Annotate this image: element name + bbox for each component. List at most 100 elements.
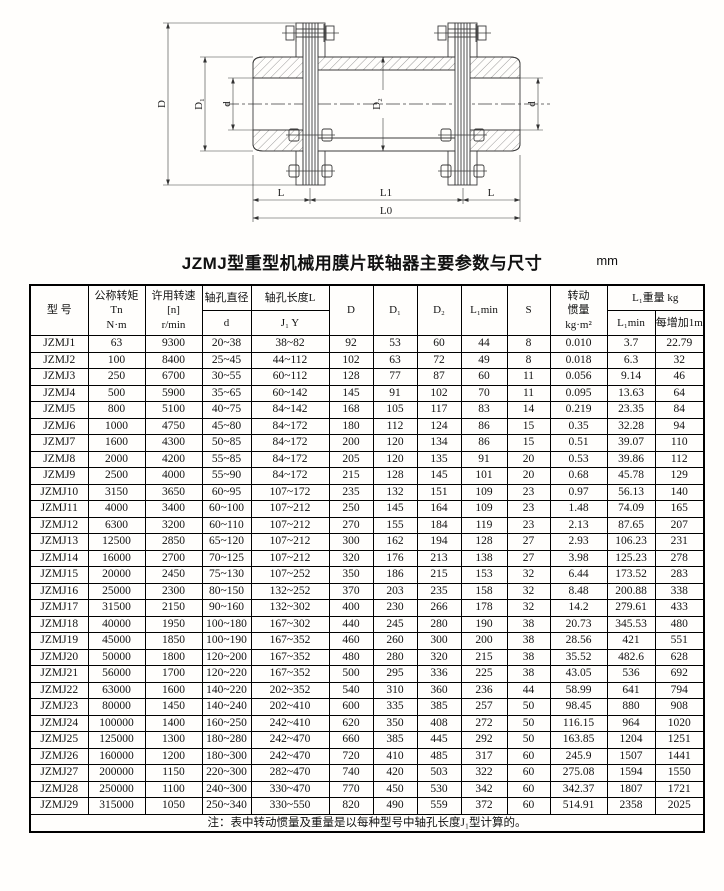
table-cell: 385 — [416, 698, 462, 716]
table-cell: 64 — [654, 384, 705, 402]
table-cell: 165 — [654, 500, 705, 518]
table-cell: 45.78 — [606, 467, 656, 485]
table-cell: 120 — [372, 450, 418, 468]
table-cell: 160~250 — [201, 714, 252, 732]
table-cell: 421 — [606, 632, 656, 650]
table-cell: 559 — [416, 797, 462, 815]
table-cell: JZMJ21 — [29, 665, 89, 683]
table-cell: 2450 — [144, 566, 203, 584]
table-cell: 107~212 — [250, 533, 330, 551]
table-cell: 3200 — [144, 516, 203, 534]
table-cell: JZMJ18 — [29, 615, 89, 633]
table-row: JZMJ21 56000 1700 120~220 167~352 500 295 336 22… — [29, 665, 705, 683]
table-cell: 2500 — [87, 467, 146, 485]
table-cell: 336 — [416, 665, 462, 683]
table-cell: 1600 — [87, 434, 146, 452]
table-cell: 16000 — [87, 549, 146, 567]
table-cell: 242~410 — [250, 714, 330, 732]
table-row: JZMJ15 20000 2450 75~130 107~252 350 186 215 153… — [29, 566, 705, 584]
table-cell: 236 — [460, 681, 508, 699]
table-cell: 245.9 — [549, 747, 608, 765]
table-cell: 1000 — [87, 417, 146, 435]
dim-label-d-right: d — [526, 101, 538, 107]
table-cell: 140 — [654, 483, 705, 501]
table-cell: JZMJ20 — [29, 648, 89, 666]
table-cell: 4300 — [144, 434, 203, 452]
table-cell: 540 — [328, 681, 374, 699]
table-cell: JZMJ27 — [29, 764, 89, 782]
table-cell: 28.56 — [549, 632, 608, 650]
table-cell: 6700 — [144, 368, 203, 386]
table-cell: 280 — [372, 648, 418, 666]
table-note: 注：表中转动惯量及重量是以每种型号中轴孔长度J₁型计算的。 — [29, 813, 705, 833]
table-cell: 184 — [416, 516, 462, 534]
col-header-bore-len-sub: J₁ Y — [250, 310, 330, 336]
table-cell: 180~280 — [201, 731, 252, 749]
table-cell: 20~38 — [201, 335, 252, 353]
table-cell: 44~112 — [250, 351, 330, 369]
table-cell: 86 — [460, 434, 508, 452]
table-cell: 235 — [328, 483, 374, 501]
table-cell: 167~352 — [250, 632, 330, 650]
table-cell: 0.51 — [549, 434, 608, 452]
table-cell: 8.48 — [549, 582, 608, 600]
col-header-bore-dia: 轴孔直径 — [201, 284, 252, 311]
table-cell: 106.23 — [606, 533, 656, 551]
table-cell: 360 — [416, 681, 462, 699]
table-cell: 740 — [328, 764, 374, 782]
table-cell: 15 — [506, 434, 551, 452]
table-cell: 266 — [416, 599, 462, 617]
table-cell: 408 — [416, 714, 462, 732]
table-cell: 660 — [328, 731, 374, 749]
table-cell: 119 — [460, 516, 508, 534]
table-cell: 25000 — [87, 582, 146, 600]
dim-label-L1: L1 — [380, 187, 392, 199]
table-cell: 107~252 — [250, 566, 330, 584]
table-cell: 84~142 — [250, 401, 330, 419]
table-cell: 0.53 — [549, 450, 608, 468]
table-cell: 138 — [460, 549, 508, 567]
table-row: JZMJ11 4000 3400 60~100 107~212 250 145 164 109 2… — [29, 500, 705, 518]
table-cell: 20 — [506, 467, 551, 485]
table-cell: 32 — [654, 351, 705, 369]
table-cell: 107~212 — [250, 516, 330, 534]
col-header-D: D — [328, 284, 374, 336]
table-cell: 500 — [87, 384, 146, 402]
table-cell: 4000 — [144, 467, 203, 485]
table-row: JZMJ9 2500 4000 55~90 84~172 215 128 145 101 20 0.… — [29, 467, 705, 485]
table-cell: 63 — [87, 335, 146, 353]
table-cell: JZMJ4 — [29, 384, 89, 402]
table-cell: 145 — [416, 467, 462, 485]
table-cell: 207 — [654, 516, 705, 534]
table-cell: JZMJ3 — [29, 368, 89, 386]
table-cell: 300 — [328, 533, 374, 551]
table-cell: 1050 — [144, 797, 203, 815]
table-row: JZMJ10 3150 3650 60~95 107~172 235 132 151 109 23… — [29, 483, 705, 501]
table-cell: 72 — [416, 351, 462, 369]
table-cell: 242~470 — [250, 731, 330, 749]
table-cell: 50 — [506, 714, 551, 732]
table-cell: 9.14 — [606, 368, 656, 386]
table-cell: 320 — [328, 549, 374, 567]
table-cell: 350 — [328, 566, 374, 584]
table-row: JZMJ8 2000 4200 55~85 84~172 205 120 135 91 20 0.5… — [29, 450, 705, 468]
table-cell: 50 — [506, 731, 551, 749]
table-cell: 215 — [460, 648, 508, 666]
table-cell: 1300 — [144, 731, 203, 749]
table-cell: 50~85 — [201, 434, 252, 452]
table-cell: 14 — [506, 401, 551, 419]
table-cell: 5900 — [144, 384, 203, 402]
table-row: JZMJ26 160000 1200 180~300 242~470 720 410 485 3… — [29, 747, 705, 765]
table-cell: 202~352 — [250, 681, 330, 699]
table-cell: 231 — [654, 533, 705, 551]
table-cell: 2850 — [144, 533, 203, 551]
table-cell: 38 — [506, 632, 551, 650]
table-cell: 27 — [506, 533, 551, 551]
table-cell: 140~240 — [201, 698, 252, 716]
table-cell: 32 — [506, 566, 551, 584]
table-cell: JZMJ25 — [29, 731, 89, 749]
table-cell: JZMJ15 — [29, 566, 89, 584]
table-cell: JZMJ8 — [29, 450, 89, 468]
table-cell: 270 — [328, 516, 374, 534]
table-cell: 770 — [328, 780, 374, 798]
